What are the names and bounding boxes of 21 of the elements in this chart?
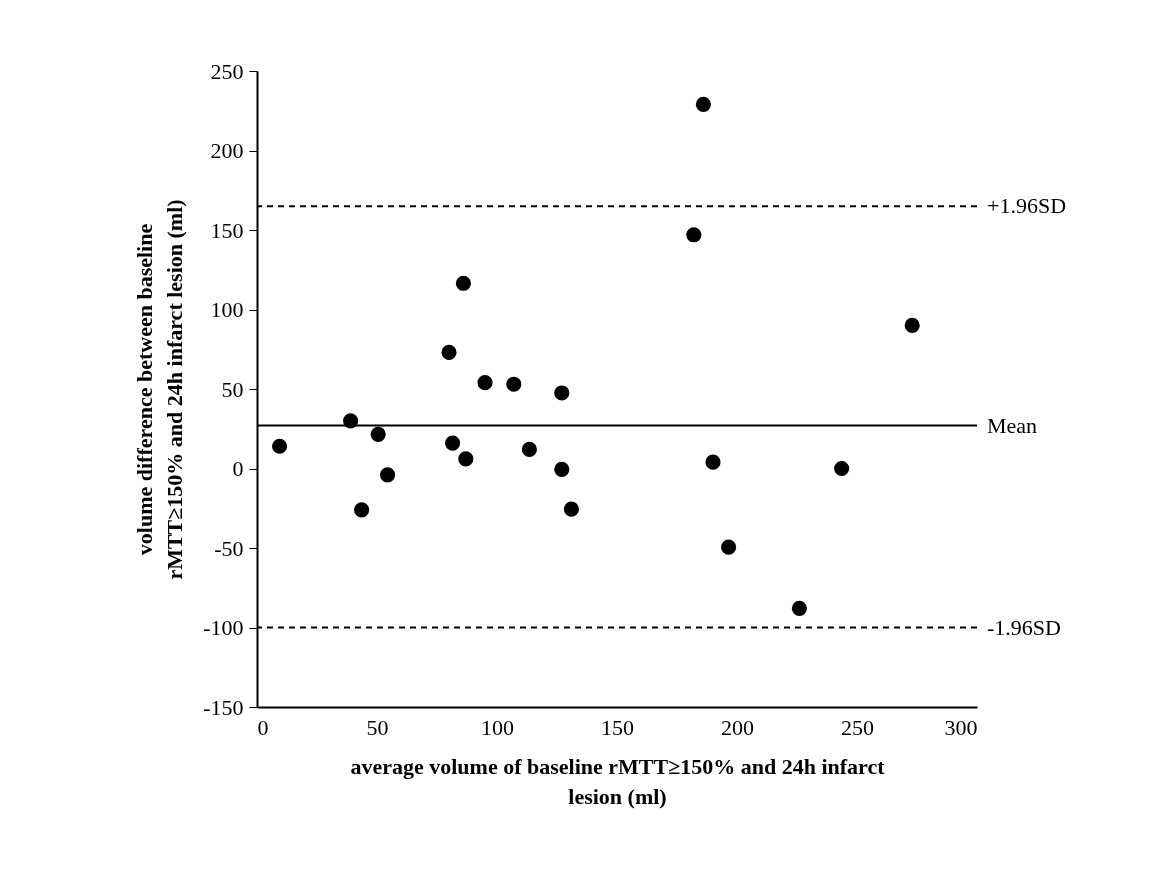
y-tick-label: -150 [203,694,244,720]
x-tick-label: 0 [257,714,269,740]
x-tick-label: 300 [944,714,978,740]
y-tick-label: 0 [232,456,244,481]
ref-line-label: -1.96SD [987,614,1061,640]
y-tick-label: 100 [210,297,244,322]
y-tick-label: 250 [210,58,244,84]
y-tick-label: 200 [210,138,244,163]
y-tick-label: 50 [221,376,244,402]
y-tick-label: -100 [203,615,244,640]
x-tick-label: 100 [481,714,514,740]
x-tick-label: 200 [721,714,754,740]
x-tick-label: 250 [841,714,874,740]
y-axis-title: volume difference between baseline rMTT≥150% and 24h infarct lesion (ml) [132,199,188,580]
x-tick-label: 150 [601,714,634,740]
x-axis-title: average volume of baseline rMTT≥150% and 24h infarct lesion (ml) [350,753,886,809]
y-tick-label: -50 [214,535,244,561]
ref-line-label: +1.96SD [987,193,1067,219]
ref-line-label: Mean [987,412,1038,438]
y-tick-label: 150 [210,217,244,243]
x-tick-label: 50 [366,714,389,740]
